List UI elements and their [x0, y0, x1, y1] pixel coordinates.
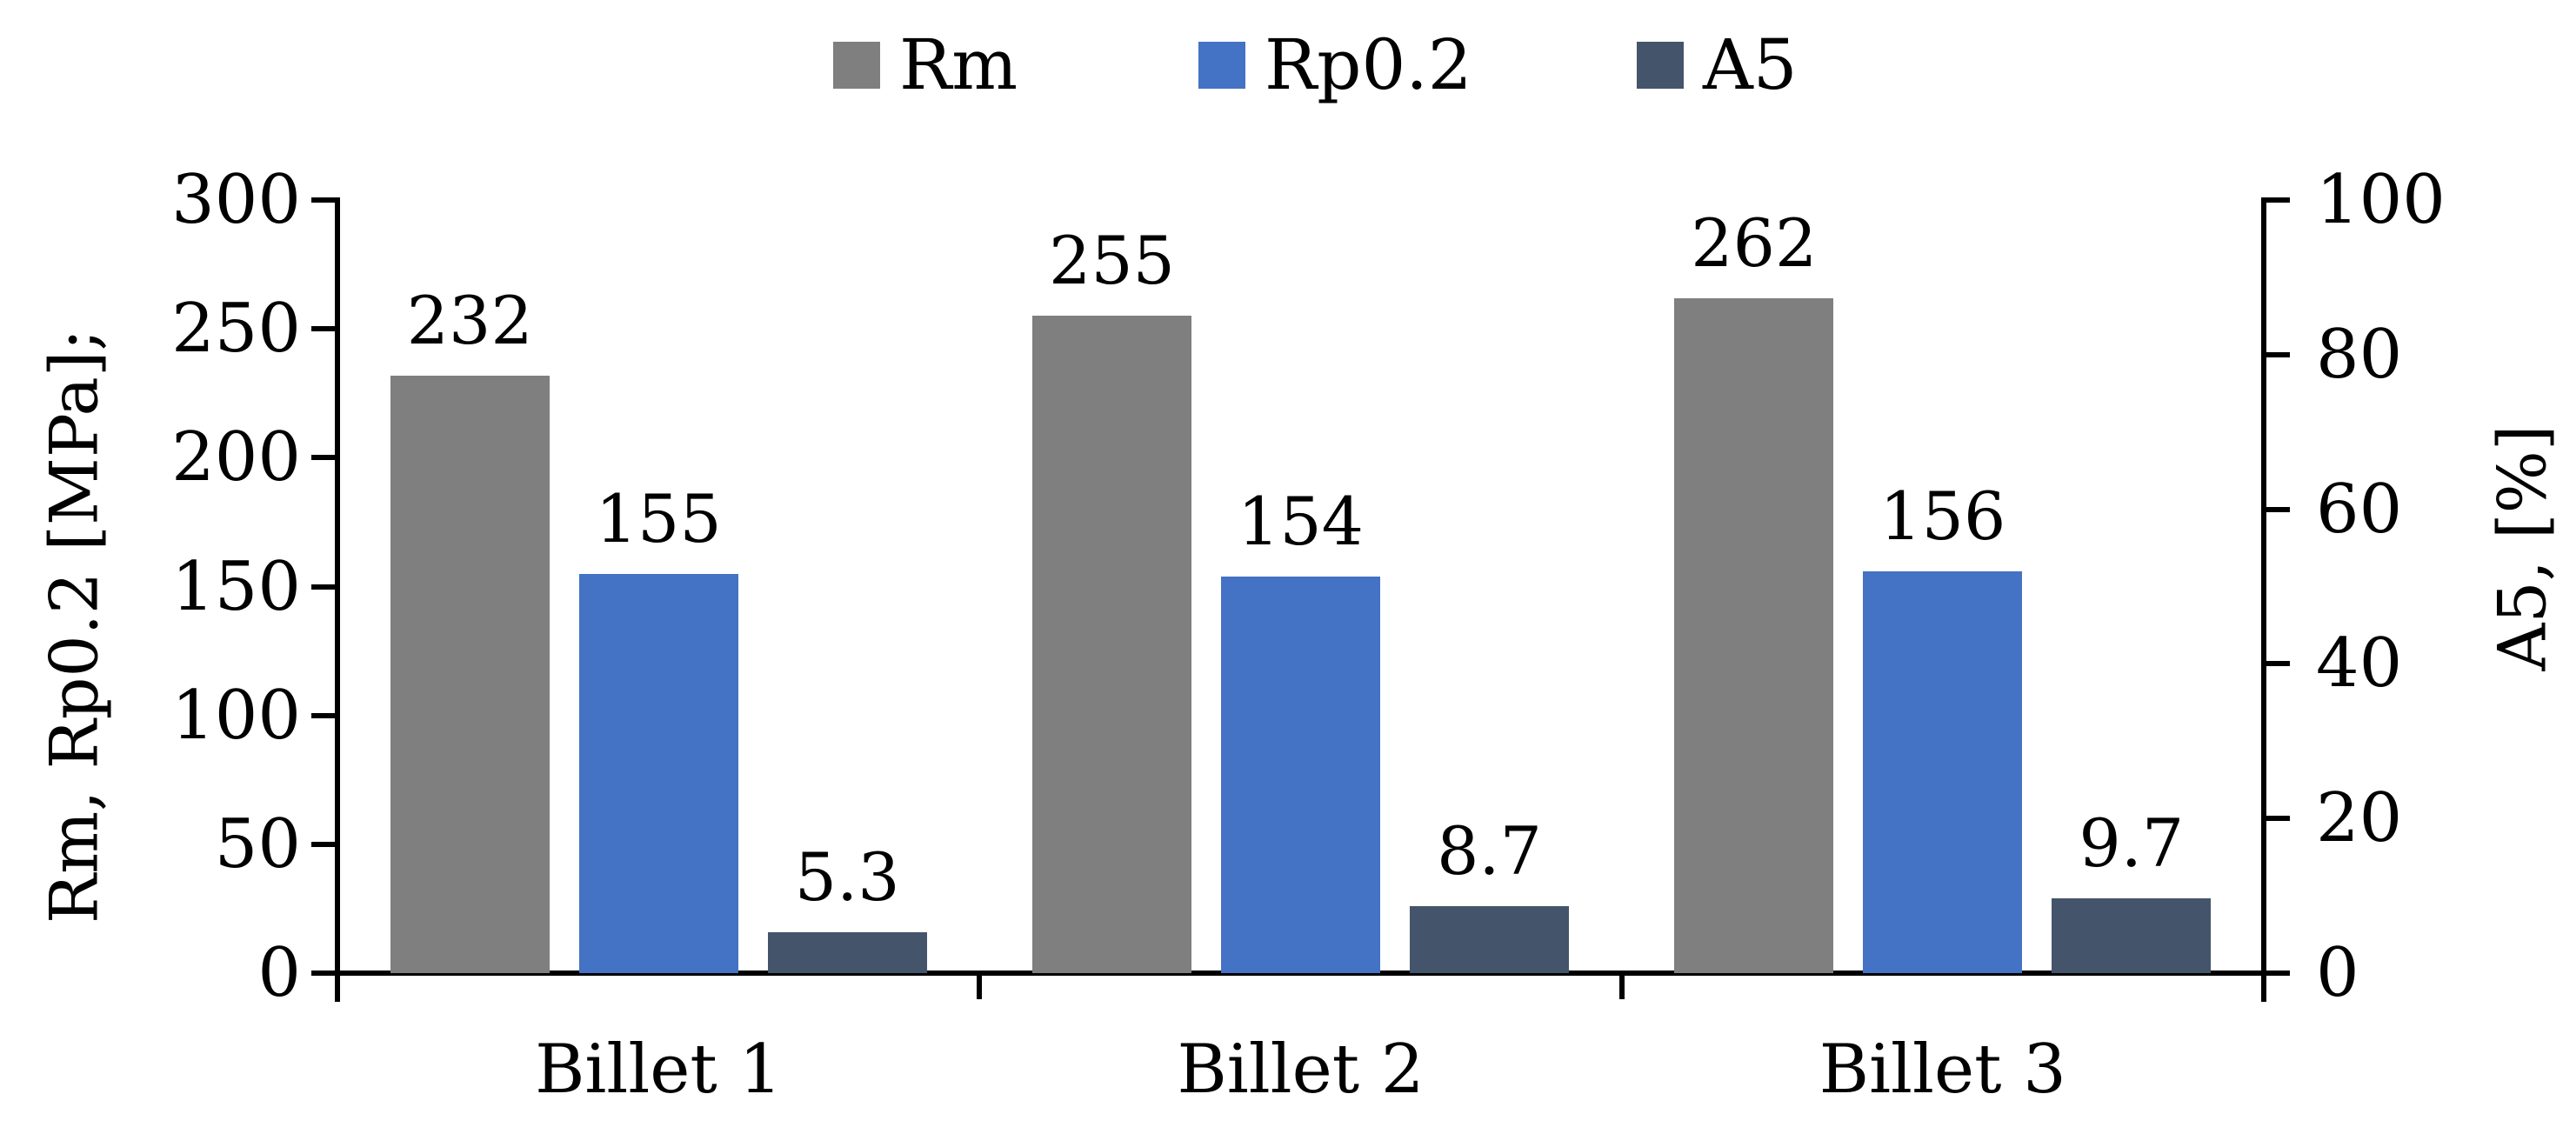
legend-swatch-a5 [1637, 42, 1684, 89]
left-axis-tick [311, 197, 337, 203]
bar-a5-billet-1 [767, 931, 927, 973]
bar-rp0-2-billet-3 [1863, 570, 2023, 973]
legend-item-rp0-2: Rp0.2 [1198, 24, 1472, 105]
legend-label-a5: A5 [1703, 24, 1798, 105]
right-axis-tick [2264, 661, 2290, 667]
right-axis-tick-label: 0 [2316, 934, 2359, 1012]
right-axis-tick-label: 20 [2316, 779, 2403, 858]
data-label-a5-billet-3: 9.7 [2079, 804, 2185, 882]
x-category-label: Billet 2 [1177, 1031, 1425, 1109]
data-label-rp0-2-billet-3: 156 [1879, 477, 2006, 555]
x-category-label: Billet 1 [535, 1031, 783, 1109]
left-axis-tick [311, 326, 337, 332]
x-category-label: Billet 3 [1819, 1031, 2066, 1109]
left-axis-tick [311, 971, 337, 976]
left-axis-tick-label: 0 [257, 934, 301, 1012]
right-axis-tick-label: 40 [2316, 624, 2403, 704]
data-label-a5-billet-2: 8.7 [1437, 811, 1542, 890]
left-axis-tick [311, 584, 337, 590]
legend-item-rm: Rm [833, 24, 1018, 105]
left-axis-tick [311, 712, 337, 718]
data-label-rm-billet-2: 255 [1048, 222, 1176, 300]
x-axis-tick [1618, 973, 1625, 999]
legend-label-rp0-2: Rp0.2 [1265, 24, 1472, 105]
bar-rp0-2-billet-2 [1221, 576, 1380, 973]
right-axis-tick [2264, 197, 2290, 203]
right-axis-tick-label: 80 [2316, 315, 2403, 394]
right-axis-tick [2264, 351, 2290, 357]
right-axis-tick [2264, 971, 2290, 976]
bar-a5-billet-3 [2052, 897, 2212, 973]
right-axis-tick [2264, 506, 2290, 512]
bar-rm-billet-1 [390, 375, 550, 973]
left-axis-tick-label: 200 [171, 418, 301, 497]
legend-swatch-rp0-2 [1198, 42, 1245, 89]
data-label-rp0-2-billet-2: 154 [1237, 482, 1365, 560]
right-axis-tick-label: 100 [2316, 161, 2446, 239]
data-label-rm-billet-3: 262 [1691, 203, 1818, 282]
legend-swatch-rm [833, 42, 880, 89]
data-label-rp0-2-billet-1: 155 [595, 479, 722, 557]
right-axis-tick-label: 60 [2316, 470, 2403, 549]
bar-a5-billet-2 [1410, 905, 1569, 973]
left-axis-tick-label: 250 [171, 290, 301, 369]
bar-rm-billet-2 [1032, 316, 1191, 973]
x-axis-line [335, 971, 2266, 976]
left-axis-tick-label: 300 [171, 161, 301, 239]
bar-rp0-2-billet-1 [578, 573, 738, 973]
left-axis-tick-label: 100 [171, 676, 301, 755]
left-axis-tick [311, 841, 337, 847]
x-axis-tick [977, 973, 983, 999]
left-axis-tick-label: 50 [214, 804, 301, 884]
data-label-a5-billet-1: 5.3 [794, 837, 900, 916]
left-axis-tick [311, 455, 337, 461]
right-axis-line [2261, 197, 2266, 1002]
left-axis-line [335, 197, 340, 1002]
legend-item-a5: A5 [1637, 24, 1798, 105]
left-axis-tick-label: 150 [171, 547, 301, 626]
right-axis-tick [2264, 816, 2290, 822]
legend-label-rm: Rm [899, 24, 1018, 105]
bar-rm-billet-3 [1674, 297, 1834, 973]
data-label-rm-billet-1: 232 [406, 281, 533, 359]
